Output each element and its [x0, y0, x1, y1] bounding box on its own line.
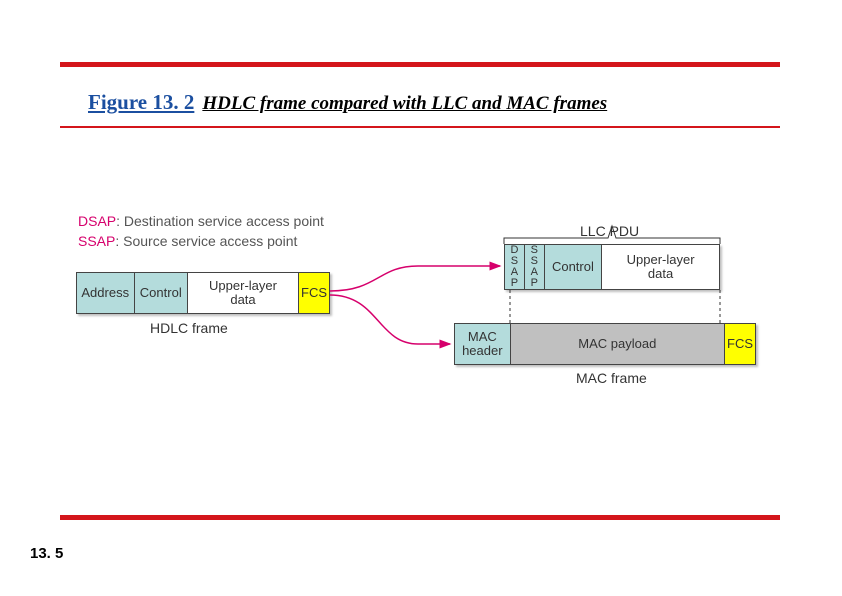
hdlc-cell-3: FCS	[299, 273, 329, 313]
llc-cell-0: D S A P	[505, 245, 525, 289]
llc-label: LLC PDU	[580, 223, 639, 239]
mac-label: MAC frame	[576, 370, 647, 386]
mac-cell-2: FCS	[725, 324, 755, 364]
llc-cell-1: S S A P	[525, 245, 545, 289]
diagram-area: AddressControlUpper-layer dataFCSD S A P…	[0, 0, 842, 596]
mac-frame: MAC headerMAC payloadFCS	[454, 323, 756, 365]
hdlc-cell-0: Address	[77, 273, 135, 313]
hdlc-label: HDLC frame	[150, 320, 228, 336]
hdlc-frame: AddressControlUpper-layer dataFCS	[76, 272, 330, 314]
mac-cell-1: MAC payload	[511, 324, 725, 364]
llc-cell-2: Control	[545, 245, 602, 289]
llc-frame: D S A PS S A PControlUpper-layer data	[504, 244, 720, 290]
bottom-red-bar	[60, 515, 780, 520]
hdlc-cell-2: Upper-layer data	[188, 273, 299, 313]
llc-cell-3: Upper-layer data	[602, 245, 719, 289]
page-number: 13. 5	[30, 545, 63, 562]
hdlc-cell-1: Control	[135, 273, 189, 313]
mac-cell-0: MAC header	[455, 324, 511, 364]
